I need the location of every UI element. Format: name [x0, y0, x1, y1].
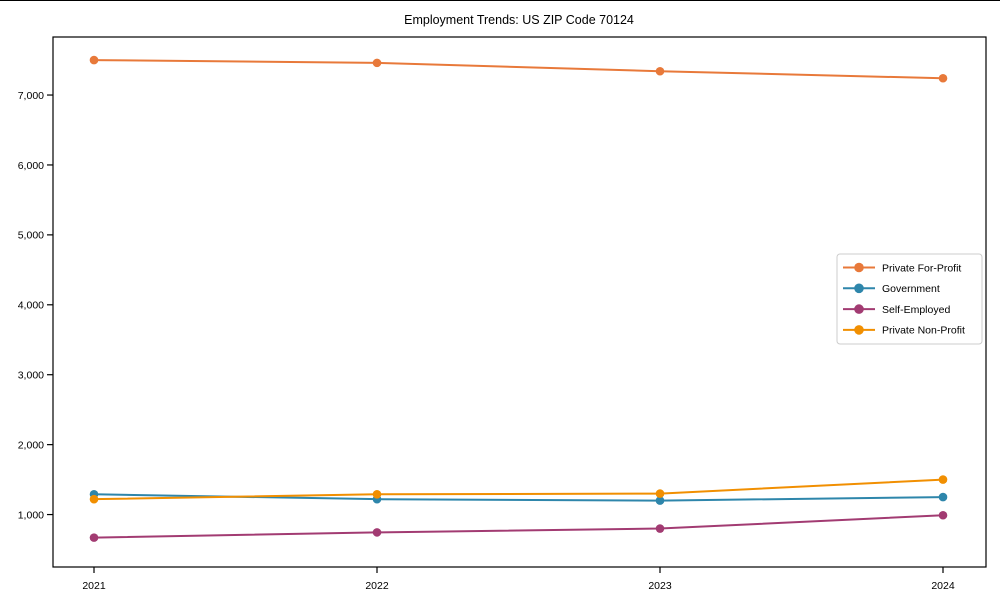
legend-box [836, 253, 983, 345]
chart-point-government [938, 492, 948, 502]
legend-marker-self-employed [854, 304, 864, 314]
y-axis-tick-label: 3,000 [18, 370, 44, 382]
legend-label-private-non-profit: Private Non-Profit [882, 325, 965, 337]
legend-label-private-for-profit: Private For-Profit [882, 262, 961, 274]
chart-point-private-for-profit [372, 58, 382, 68]
x-axis-tick-label: 2023 [648, 580, 672, 592]
chart-line-private-non-profit [93, 478, 944, 501]
chart-point-private-non-profit [89, 494, 99, 504]
y-axis-tick-label: 5,000 [18, 230, 44, 242]
chart-point-private-for-profit [655, 66, 665, 76]
legend-marker-private-non-profit [854, 325, 864, 335]
chart-line-private-for-profit [93, 59, 944, 80]
x-axis-tick-label: 2021 [82, 580, 106, 592]
x-axis-tick-label: 2024 [931, 580, 955, 592]
legend-label-self-employed: Self-Employed [882, 304, 950, 316]
legend-marker-government [854, 283, 864, 294]
chart-point-private-for-profit [938, 73, 948, 83]
y-axis-tick-label: 6,000 [18, 160, 44, 172]
plot-border [52, 36, 987, 568]
chart-line-self-employed [93, 514, 944, 539]
chart-point-private-for-profit [89, 55, 99, 65]
chart-point-private-non-profit [938, 475, 948, 484]
x-axis-tick-label: 2022 [365, 580, 389, 592]
legend-marker-private-for-profit [854, 262, 864, 273]
chart-point-self-employed [938, 510, 948, 520]
chart-point-self-employed [89, 533, 99, 542]
chart-point-self-employed [655, 524, 665, 533]
chart-title: Employment Trends: US ZIP Code 70124 [404, 13, 634, 27]
chart-point-government [655, 496, 665, 505]
legend-label-government: Government [882, 283, 940, 295]
chart-point-private-non-profit [655, 489, 665, 498]
y-axis-tick-label: 2,000 [18, 439, 44, 451]
y-axis-tick-label: 7,000 [18, 90, 44, 102]
chart-point-private-non-profit [372, 489, 382, 499]
y-axis-tick-label: 1,000 [18, 509, 44, 521]
chart-point-self-employed [372, 528, 382, 537]
y-axis-tick-label: 4,000 [18, 300, 44, 312]
